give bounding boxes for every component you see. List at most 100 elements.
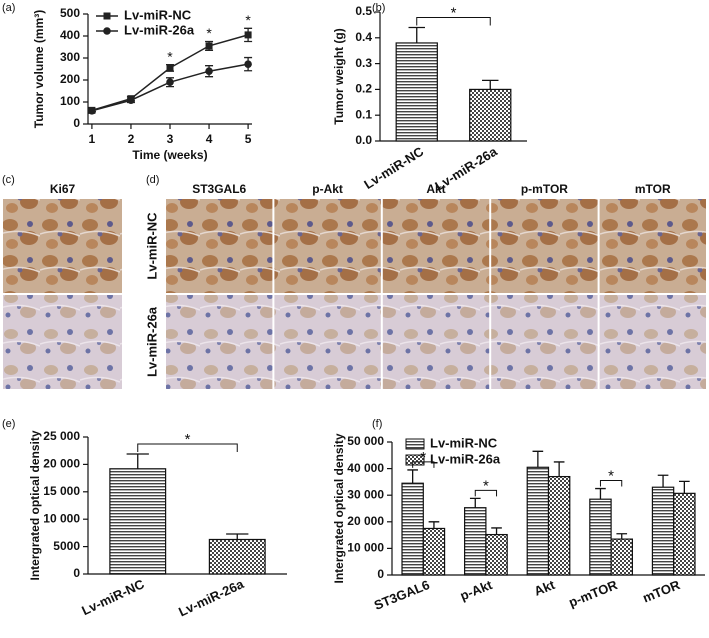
legend-marker	[103, 12, 111, 20]
panel-label: (e)	[2, 418, 15, 430]
bar	[526, 466, 550, 576]
x-tick-label: Lv-miR-NC	[361, 143, 426, 192]
x-tick-label: 5	[245, 132, 252, 146]
legend-marker	[103, 27, 111, 35]
legend-swatch	[405, 438, 425, 450]
y-tick-label: 200	[60, 72, 80, 86]
x-tick-label: 1	[89, 132, 96, 146]
error-bar	[532, 450, 544, 468]
y-tick-label: 15 000	[43, 484, 80, 498]
x-tick-label: Lv-miR-26a	[176, 576, 247, 620]
y-tick-label: 25 000	[43, 429, 80, 443]
y-axis-label: Intergrated optical density	[332, 433, 346, 583]
column-label: p-Akt	[312, 182, 343, 196]
y-tick-label: 400	[60, 28, 80, 42]
column-label: p-mTOR	[521, 182, 568, 196]
bar	[610, 538, 633, 576]
y-tick-label: 50 000	[347, 434, 384, 448]
marker	[166, 64, 174, 72]
row-label: Lv-miR-NC	[144, 212, 159, 280]
x-tick-label: ST3GAL6	[372, 577, 432, 613]
error-bar	[408, 26, 425, 43]
y-axis-label: Tumor weight (g)	[332, 28, 346, 124]
y-tick-label: 0	[377, 567, 384, 581]
significance-label: *	[451, 4, 457, 21]
annotation: *	[245, 12, 251, 28]
marker	[166, 78, 174, 86]
error-bar	[226, 533, 249, 540]
micrograph	[491, 199, 598, 293]
x-tick-label: mTOR	[641, 577, 683, 606]
significance-bracket	[416, 16, 491, 26]
significance-bracket	[474, 489, 498, 497]
micrograph	[274, 199, 381, 293]
panel-label: (a)	[2, 2, 15, 14]
marker	[244, 31, 252, 39]
bar	[401, 482, 424, 576]
row-label: Lv-miR-26a	[144, 306, 159, 377]
y-tick-label: 0.2	[355, 82, 372, 96]
micrograph	[166, 199, 273, 293]
y-tick-label: 5000	[53, 539, 80, 553]
y-tick-label: 0.1	[355, 107, 372, 121]
micrograph	[599, 295, 706, 389]
micrograph	[382, 295, 490, 389]
x-tick-label: Lv-miR-NC	[79, 576, 147, 618]
y-tick-label: 40 000	[347, 461, 384, 475]
error-bar	[482, 79, 499, 90]
y-tick-label: 10 000	[43, 511, 80, 525]
error-bar	[126, 453, 149, 469]
legend-label: Lv-miR-NC	[430, 435, 498, 450]
column-label: Akt	[426, 182, 445, 196]
significance-label: *	[420, 449, 426, 466]
significance-bracket	[137, 443, 238, 452]
micrograph	[3, 199, 122, 293]
x-tick-label: Lv-miR-26a	[432, 143, 500, 193]
legend-label: Lv-miR-26a	[430, 451, 501, 466]
error-bar	[616, 533, 628, 540]
line	[91, 34, 249, 112]
significance-label: *	[185, 431, 191, 448]
y-tick-label: 0.0	[355, 133, 372, 147]
bar	[422, 527, 446, 576]
x-axis-label: Time (weeks)	[132, 148, 207, 162]
y-tick-label: 100	[60, 94, 80, 108]
y-tick-label: 300	[60, 50, 80, 64]
y-axis-label: Intergrated optical density	[28, 430, 42, 580]
bar	[464, 507, 487, 576]
panel-label: (c)	[2, 174, 15, 186]
bar	[395, 42, 438, 142]
significance-bracket	[599, 480, 623, 487]
micrograph	[3, 295, 122, 389]
y-tick-label: 500	[60, 6, 80, 20]
error-bar	[491, 527, 502, 535]
column-label: mTOR	[635, 182, 671, 196]
y-tick-label: 0	[73, 566, 80, 580]
bar	[485, 533, 508, 576]
legend-label: Lv-miR-NC	[124, 7, 192, 22]
error-bar	[595, 487, 606, 500]
legend-swatch	[405, 454, 425, 466]
y-tick-label: 0	[73, 116, 80, 130]
y-tick-label: 0.4	[355, 30, 372, 44]
marker	[205, 67, 213, 75]
bar	[208, 538, 266, 575]
y-tick-label: 20 000	[347, 514, 384, 528]
x-tick-label: p-mTOR	[567, 577, 621, 610]
annotation: *	[167, 48, 173, 64]
x-tick-label: p-Akt	[458, 577, 495, 604]
x-tick-label: 3	[167, 132, 174, 146]
column-label: ST3GAL6	[192, 182, 246, 196]
error-bar	[407, 469, 418, 484]
marker	[88, 107, 96, 115]
significance-label: *	[608, 468, 614, 485]
y-tick-label: 30 000	[347, 487, 384, 501]
marker	[205, 42, 213, 50]
bar	[673, 492, 696, 576]
error-bar	[657, 474, 669, 488]
panel-label: (f)	[372, 418, 382, 430]
error-bar	[553, 461, 565, 477]
bar	[109, 468, 167, 575]
y-tick-label: 20 000	[43, 457, 80, 471]
